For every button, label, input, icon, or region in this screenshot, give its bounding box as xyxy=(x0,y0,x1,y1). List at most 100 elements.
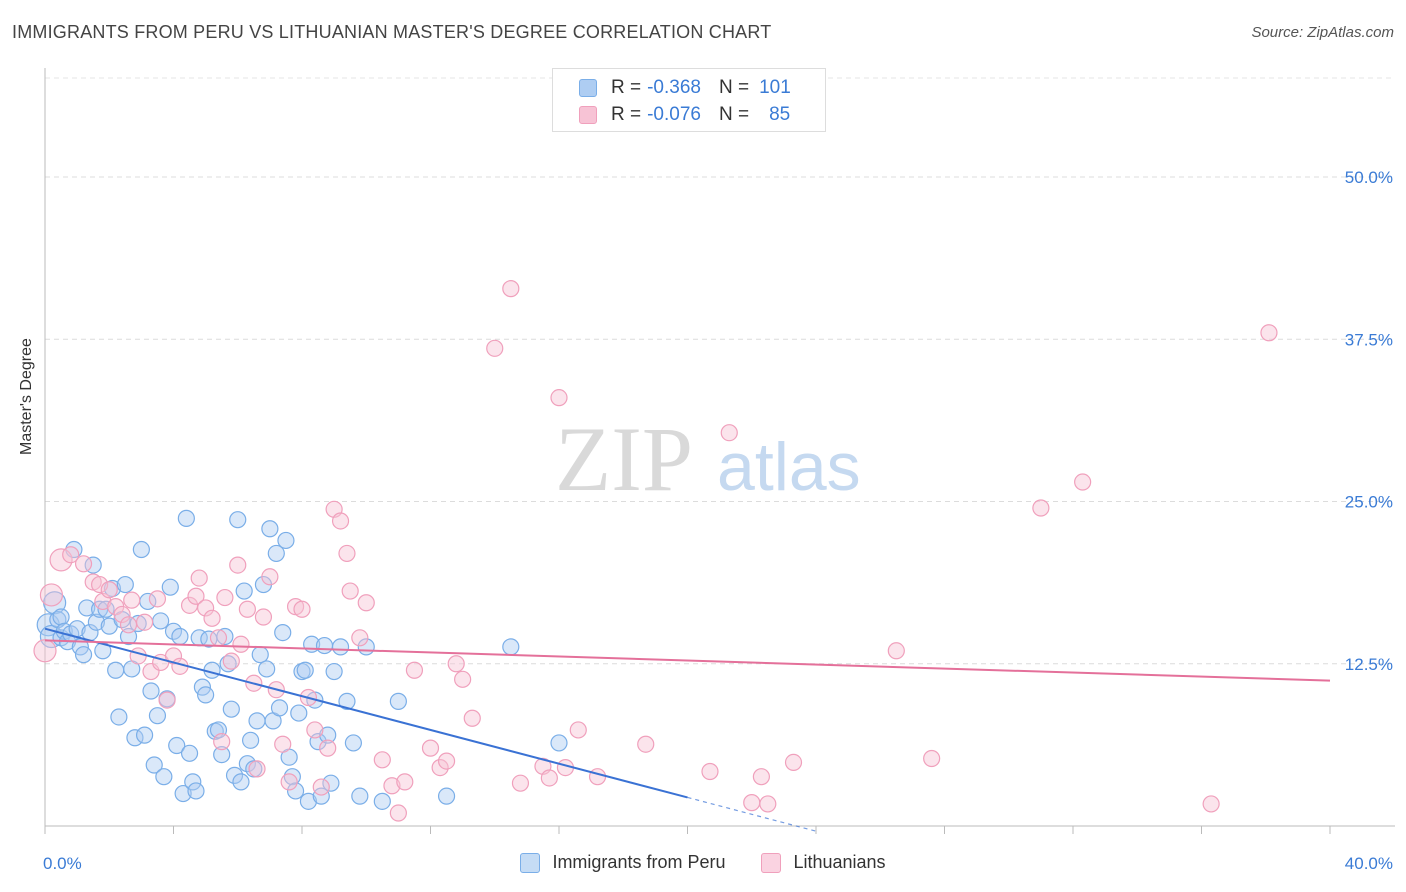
data-point xyxy=(123,591,141,609)
data-point xyxy=(145,756,163,774)
data-point xyxy=(119,627,138,646)
y-tick-label: 50.0% xyxy=(1345,168,1393,187)
data-point xyxy=(158,691,176,709)
data-point xyxy=(312,787,330,805)
data-point xyxy=(229,511,247,529)
legend-row-peru: R = -0.368 N = 101 xyxy=(579,77,791,99)
legend-n-label: N = xyxy=(718,104,750,125)
data-point xyxy=(389,804,407,822)
data-point xyxy=(132,540,150,559)
data-point xyxy=(540,769,558,787)
tick-labels: 12.5% 25.0% 37.5% 50.0% 0.0% 40.0% xyxy=(43,168,1393,873)
data-point xyxy=(312,778,330,796)
data-point xyxy=(222,700,240,718)
data-point xyxy=(238,600,256,618)
data-point xyxy=(759,795,777,813)
legend-n-label: N = xyxy=(718,77,750,98)
data-point xyxy=(325,662,343,681)
data-point xyxy=(107,661,125,679)
data-point xyxy=(486,339,504,357)
data-point xyxy=(431,758,449,777)
data-point xyxy=(261,568,279,586)
data-point xyxy=(216,588,234,607)
data-point xyxy=(373,792,391,810)
data-point xyxy=(161,578,179,596)
data-point xyxy=(286,782,305,800)
data-point xyxy=(148,707,167,725)
data-point xyxy=(235,582,253,600)
trend-line xyxy=(44,627,688,799)
data-point xyxy=(232,773,250,791)
y-tick-label: 37.5% xyxy=(1345,330,1393,349)
data-point xyxy=(373,751,391,769)
data-point xyxy=(49,548,73,572)
data-point xyxy=(1032,499,1050,517)
data-point xyxy=(1260,324,1278,342)
trend-line xyxy=(44,639,1331,682)
data-point xyxy=(225,766,244,784)
data-point xyxy=(203,609,221,627)
data-point xyxy=(502,280,520,298)
data-point xyxy=(550,389,568,407)
data-point xyxy=(454,670,472,688)
data-point xyxy=(78,599,96,617)
data-point xyxy=(437,787,456,805)
legend-item-peru[interactable]: Immigrants from Peru xyxy=(520,852,725,873)
data-point xyxy=(197,686,215,704)
source-label: Source: ZipAtlas.com xyxy=(1251,24,1394,41)
legend-r-value: -0.368 xyxy=(647,77,701,98)
legend-swatch-lithuanians xyxy=(761,852,782,873)
data-point xyxy=(258,660,276,678)
legend-n-value: 85 xyxy=(769,104,791,125)
data-point xyxy=(357,594,375,612)
x-tick-label: 0.0% xyxy=(43,854,82,873)
data-point xyxy=(405,661,424,679)
legend-swatch-lithuanians xyxy=(579,106,597,124)
data-point xyxy=(129,647,147,665)
gridlines xyxy=(45,77,1395,665)
data-point xyxy=(168,736,186,755)
data-point xyxy=(283,768,301,786)
data-point xyxy=(383,777,401,795)
data-point xyxy=(91,575,109,594)
data-point xyxy=(743,794,761,812)
data-point xyxy=(293,600,311,618)
data-point xyxy=(39,583,64,607)
data-point xyxy=(171,627,189,646)
data-point xyxy=(784,753,803,771)
data-point xyxy=(261,520,279,538)
legend-r-label: R = xyxy=(611,77,642,98)
data-point xyxy=(752,768,770,786)
data-point xyxy=(306,721,324,739)
data-point xyxy=(142,682,160,700)
data-point xyxy=(152,612,170,630)
data-point xyxy=(267,544,285,563)
watermark-zip: ZIP xyxy=(555,408,693,510)
data-point xyxy=(550,734,568,752)
data-point xyxy=(148,590,167,608)
data-point xyxy=(213,733,231,751)
data-point xyxy=(588,768,607,786)
data-point xyxy=(569,721,587,739)
legend-swatch-peru xyxy=(579,79,597,97)
data-point xyxy=(222,652,240,670)
data-point xyxy=(174,784,192,803)
data-point xyxy=(296,661,314,679)
data-point xyxy=(447,655,465,673)
chart-title: IMMIGRANTS FROM PERU VS LITHUANIAN MASTE… xyxy=(12,22,772,42)
data-point xyxy=(52,608,70,626)
data-point xyxy=(637,735,655,753)
legend-item-lithuanians[interactable]: Lithuanians xyxy=(761,852,886,873)
data-point xyxy=(341,582,359,600)
data-point xyxy=(299,792,318,810)
y-tick-label: 25.0% xyxy=(1345,493,1393,512)
data-point xyxy=(197,599,215,617)
data-point xyxy=(62,546,80,564)
data-point xyxy=(251,646,269,664)
data-point xyxy=(248,712,266,730)
data-point xyxy=(126,729,144,747)
data-point xyxy=(216,627,234,646)
data-point xyxy=(322,774,340,792)
axes xyxy=(44,68,1395,834)
data-point xyxy=(923,749,941,768)
